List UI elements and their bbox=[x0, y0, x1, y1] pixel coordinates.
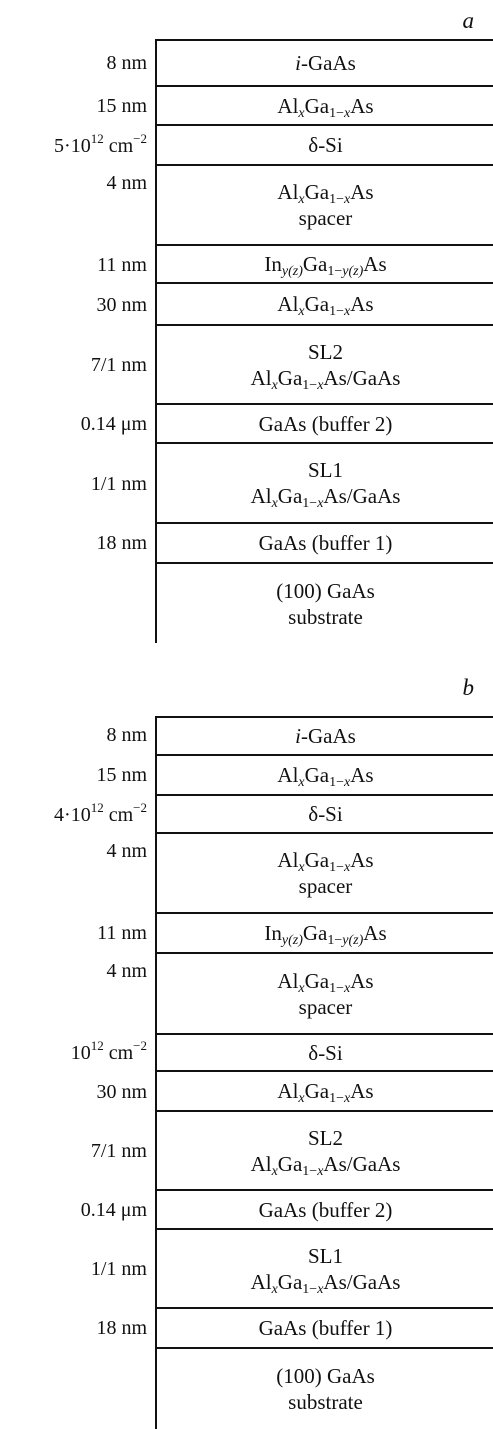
layer-name: GaAs (buffer 2) bbox=[258, 1197, 393, 1222]
layer-i-gaas: 8 nm i-GaAs bbox=[106, 718, 493, 756]
layer-name: Iny(z)Ga1−y(z)As bbox=[264, 252, 387, 279]
layer-sl2: 7/1 nm SL2 AlxGa1−xAs/GaAs bbox=[91, 326, 493, 405]
layer-name: (100) GaAs substrate bbox=[276, 578, 375, 629]
layer-ingaas-channel: 11 nm Iny(z)Ga1−y(z)As bbox=[97, 914, 493, 954]
layer-name: SL1 AlxGa1−xAs/GaAs bbox=[250, 1243, 401, 1297]
layer-name: AlxGa1−xAs spacer bbox=[277, 848, 374, 898]
layer-algaas-spacer: 4 nm AlxGa1−xAs spacer bbox=[106, 166, 493, 246]
layer-name: δ-Si bbox=[308, 1040, 343, 1065]
layer-algaas-spacer-lower: 4 nm AlxGa1−xAs spacer bbox=[106, 954, 493, 1035]
panel-b: b 8 nm i-GaAs 15 nm AlxGa1−xAs 4·1012 cm… bbox=[0, 675, 493, 1429]
layer-delta-si: 5·1012 cm−2 δ-Si bbox=[54, 126, 493, 166]
layer-name: AlxGa1−xAs bbox=[277, 763, 374, 790]
layer-name: AlxGa1−xAs bbox=[277, 292, 374, 319]
layer-sl1: 1/1 nm SL1 AlxGa1−xAs/GaAs bbox=[91, 1230, 493, 1309]
layer-name: AlxGa1−xAs bbox=[277, 1079, 374, 1106]
layer-substrate: (100) GaAs substrate bbox=[157, 1349, 493, 1429]
panel-label: b bbox=[462, 675, 475, 700]
layer-name: AlxGa1−xAs spacer bbox=[277, 968, 374, 1019]
layer-thickness: 30 nm bbox=[96, 1081, 147, 1103]
layer-ingaas-channel: 11 nm Iny(z)Ga1−y(z)As bbox=[97, 246, 493, 284]
layer-stack: 8 nm i-GaAs 15 nm AlxGa1−xAs 5·1012 cm−2… bbox=[54, 39, 493, 643]
layer-name: Iny(z)Ga1−y(z)As bbox=[264, 921, 387, 948]
layer-thickness: 8 nm bbox=[106, 724, 147, 746]
layer-sl1: 1/1 nm SL1 AlxGa1−xAs/GaAs bbox=[91, 444, 493, 524]
layer-thickness: 5·1012 cm−2 bbox=[54, 131, 147, 157]
layer-algaas: 30 nm AlxGa1−xAs bbox=[96, 284, 493, 326]
layer-thickness: 18 nm bbox=[96, 1317, 147, 1339]
layer-thickness: 4·1012 cm−2 bbox=[54, 800, 147, 826]
layer-thickness: 15 nm bbox=[96, 95, 147, 117]
layer-thickness: 1012 cm−2 bbox=[70, 1038, 147, 1064]
layer-name: SL1 AlxGa1−xAs/GaAs bbox=[250, 458, 401, 511]
layer-name: SL2 AlxGa1−xAs/GaAs bbox=[250, 339, 401, 393]
layer-buffer-2: 0.14 μm GaAs (buffer 2) bbox=[81, 405, 493, 444]
layer-substrate: (100) GaAs substrate bbox=[157, 564, 493, 643]
panel-a: a 8 nm i-GaAs 15 nm AlxGa1−xAs 5·1012 cm… bbox=[0, 0, 493, 643]
layer-name: δ-Si bbox=[308, 133, 343, 157]
layer-name: AlxGa1−xAs spacer bbox=[277, 180, 374, 230]
layer-thickness: 4 nm bbox=[106, 840, 147, 862]
layer-sl2: 7/1 nm SL2 AlxGa1−xAs/GaAs bbox=[91, 1112, 493, 1191]
layer-algaas: 30 nm AlxGa1−xAs bbox=[96, 1072, 493, 1112]
layer-name: δ-Si bbox=[308, 802, 343, 826]
layer-thickness: 11 nm bbox=[97, 922, 147, 944]
layer-name: GaAs (buffer 1) bbox=[258, 1316, 393, 1340]
layer-thickness: 7/1 nm bbox=[90, 1140, 147, 1162]
layer-delta-si-lower: 1012 cm−2 δ-Si bbox=[71, 1035, 493, 1072]
layer-thickness: 11 nm bbox=[97, 254, 147, 276]
layer-thickness: 15 nm bbox=[96, 764, 147, 786]
layer-name: AlxGa1−xAs bbox=[277, 93, 374, 121]
layer-thickness: 4 nm bbox=[106, 960, 147, 982]
layer-algaas-spacer: 4 nm AlxGa1−xAs spacer bbox=[106, 834, 493, 914]
layer-delta-si: 4·1012 cm−2 δ-Si bbox=[54, 796, 493, 834]
layer-thickness: 7/1 nm bbox=[90, 354, 147, 376]
layer-thickness: 30 nm bbox=[96, 294, 147, 316]
layer-thickness: 18 nm bbox=[96, 532, 147, 554]
layer-buffer-2: 0.14 μm GaAs (buffer 2) bbox=[81, 1191, 493, 1230]
layer-buffer-1: 18 nm GaAs (buffer 1) bbox=[96, 1309, 493, 1349]
layer-buffer-1: 18 nm GaAs (buffer 1) bbox=[96, 524, 493, 564]
panel-label: a bbox=[462, 8, 475, 33]
layer-thickness: 1/1 nm bbox=[90, 473, 147, 495]
layer-algaas-barrier: 15 nm AlxGa1−xAs bbox=[96, 756, 493, 796]
layer-name: SL2 AlxGa1−xAs/GaAs bbox=[250, 1125, 401, 1179]
layer-thickness: 8 nm bbox=[106, 52, 147, 74]
layer-thickness: 1/1 nm bbox=[90, 1258, 147, 1280]
layer-name: (100) GaAs substrate bbox=[276, 1364, 375, 1414]
layer-thickness: 4 nm bbox=[106, 172, 147, 194]
layer-name: i-GaAs bbox=[295, 51, 356, 75]
layer-i-gaas: 8 nm i-GaAs bbox=[106, 41, 493, 87]
layer-name: GaAs (buffer 2) bbox=[258, 411, 393, 436]
layer-name: i-GaAs bbox=[295, 724, 356, 748]
layer-thickness: 0.14 μm bbox=[80, 1199, 147, 1221]
layer-stack: 8 nm i-GaAs 15 nm AlxGa1−xAs 4·1012 cm−2… bbox=[54, 716, 493, 1429]
layer-name: GaAs (buffer 1) bbox=[258, 531, 393, 555]
layer-thickness: 0.14 μm bbox=[80, 413, 147, 435]
layer-algaas-barrier: 15 nm AlxGa1−xAs bbox=[96, 87, 493, 126]
